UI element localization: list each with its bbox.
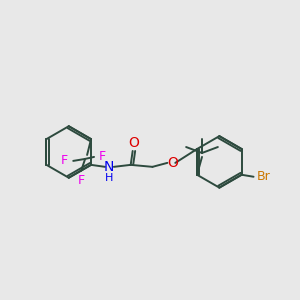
Text: F: F <box>98 150 106 164</box>
Text: H: H <box>105 173 113 183</box>
Text: F: F <box>61 154 68 167</box>
Text: F: F <box>78 174 85 187</box>
Text: Br: Br <box>256 170 270 183</box>
Text: N: N <box>104 160 114 174</box>
Text: O: O <box>128 136 139 150</box>
Text: O: O <box>167 156 178 170</box>
